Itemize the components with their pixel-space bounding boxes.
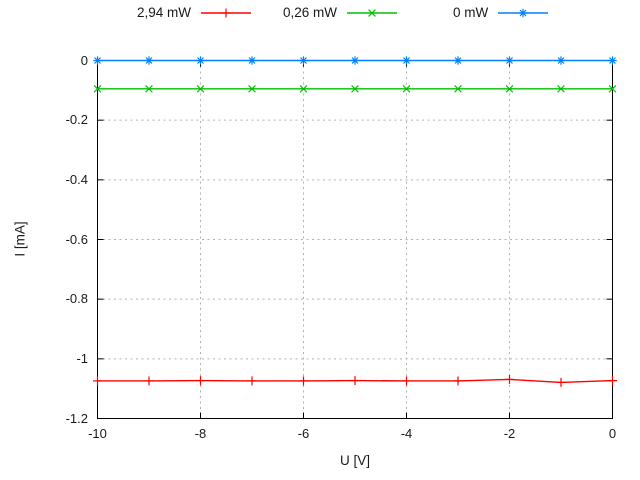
legend-item-0mW: 0 mW: [453, 4, 549, 21]
y-tick-label: -0.8: [65, 291, 88, 307]
plus-marker-icon: [556, 377, 566, 387]
asterisk-marker-icon: [453, 56, 463, 65]
plus-marker-icon: [93, 376, 102, 386]
plus-marker-icon: [247, 376, 257, 386]
plus-marker-icon: [453, 376, 463, 386]
y-tick-label: -0.6: [65, 231, 88, 247]
y-tick-label: -0.4: [65, 171, 88, 187]
x-tick-label: 0: [608, 426, 617, 441]
legend-sample-line-icon: [498, 8, 549, 17]
asterisk-marker-icon: [144, 56, 154, 65]
y-tick-label: -1: [76, 350, 88, 366]
asterisk-marker-icon: [299, 56, 308, 65]
cross-marker-icon: [248, 85, 256, 93]
cross-marker-icon: [351, 85, 359, 93]
legend-label: 2,94 mW: [137, 5, 192, 20]
asterisk-marker-icon: [93, 56, 102, 65]
x-tick-label: -6: [297, 426, 310, 441]
plus-marker-icon: [221, 8, 231, 17]
plus-marker-icon: [196, 376, 205, 386]
legend-label: 0 mW: [453, 5, 489, 20]
cross-marker-icon: [145, 85, 153, 93]
x-tick-label: -8: [194, 426, 207, 441]
legend-sample-line-icon: [201, 8, 252, 17]
legend-item-0.26mW: 0,26 mW: [283, 4, 398, 21]
series-2-94-mW: [93, 374, 617, 387]
cross-marker-icon: [299, 85, 308, 93]
plus-marker-icon: [505, 374, 514, 384]
asterisk-marker-icon: [519, 8, 528, 17]
plus-marker-icon: [608, 376, 617, 386]
asterisk-marker-icon: [196, 56, 205, 65]
legend-item-2.94mW: 2,94 mW: [137, 4, 252, 21]
plus-marker-icon: [299, 376, 308, 386]
asterisk-marker-icon: [402, 56, 411, 65]
asterisk-marker-icon: [608, 56, 617, 65]
asterisk-marker-icon: [556, 56, 566, 65]
series-0-mW: [93, 56, 617, 65]
legend-label: 0,26 mW: [283, 5, 338, 20]
y-tick-label: -1.2: [65, 410, 88, 426]
y-tick-label: -0.2: [65, 112, 88, 128]
asterisk-marker-icon: [350, 56, 360, 65]
y-axis-title: I [mA]: [12, 221, 28, 257]
cross-marker-icon: [93, 85, 102, 93]
plus-marker-icon: [350, 376, 360, 386]
x-tick-label: -2: [503, 426, 516, 441]
y-tick-label: 0: [80, 52, 88, 68]
cross-marker-icon: [454, 85, 462, 93]
cross-marker-icon: [402, 85, 411, 93]
plus-marker-icon: [144, 376, 154, 386]
asterisk-marker-icon: [505, 56, 514, 65]
asterisk-marker-icon: [247, 56, 257, 65]
cross-marker-icon: [505, 85, 514, 93]
cross-marker-icon: [196, 85, 205, 93]
cross-marker-icon: [608, 85, 617, 93]
x-tick-label: -10: [88, 426, 107, 441]
series-0-26-mW: [93, 85, 617, 93]
plus-marker-icon: [402, 376, 411, 386]
cross-marker-icon: [368, 8, 376, 17]
x-tick-label: -4: [400, 426, 413, 441]
legend-sample-line-icon: [347, 8, 398, 17]
x-axis-title: U [V]: [339, 453, 370, 468]
cross-marker-icon: [557, 85, 565, 93]
